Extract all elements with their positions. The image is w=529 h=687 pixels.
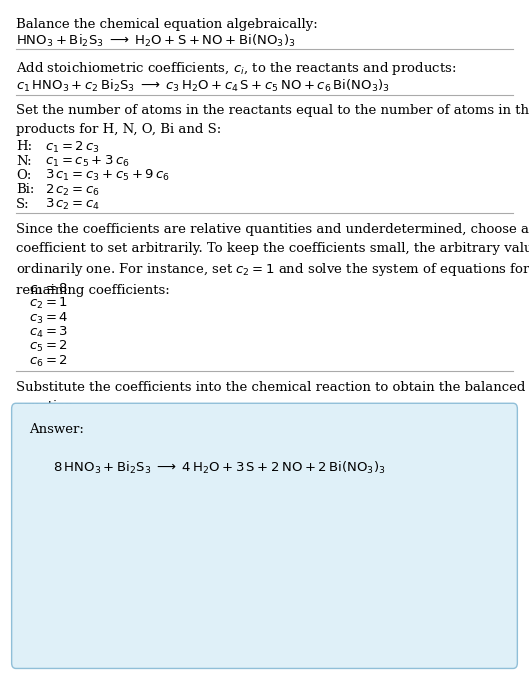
Text: $3\,c_1 = c_3 + c_5 + 9\,c_6$: $3\,c_1 = c_3 + c_5 + 9\,c_6$ [45,168,170,183]
Text: H:: H: [16,140,32,153]
Text: $c_1 = 8$: $c_1 = 8$ [29,282,68,297]
Text: O:: O: [16,169,31,182]
Text: Bi:: Bi: [16,183,34,196]
Text: $c_5 = 2$: $c_5 = 2$ [29,339,68,354]
Text: $c_1 = 2\,c_3$: $c_1 = 2\,c_3$ [45,139,100,155]
Text: S:: S: [16,198,30,211]
Text: $c_3 = 4$: $c_3 = 4$ [29,311,69,326]
Text: $8\,\mathrm{HNO_3} + \mathrm{Bi_2S_3} \;\longrightarrow\; 4\,\mathrm{H_2O} + 3\,: $8\,\mathrm{HNO_3} + \mathrm{Bi_2S_3} \;… [53,460,386,476]
Text: $c_1 = c_5 + 3\,c_6$: $c_1 = c_5 + 3\,c_6$ [45,154,130,169]
Text: N:: N: [16,155,32,168]
Text: Add stoichiometric coefficients, $c_i$, to the reactants and products:: Add stoichiometric coefficients, $c_i$, … [16,60,456,78]
Text: Answer:: Answer: [29,423,84,436]
Text: $c_1\,\mathrm{HNO_3} + c_2\,\mathrm{Bi_2S_3} \;\longrightarrow\; c_3\,\mathrm{H_: $c_1\,\mathrm{HNO_3} + c_2\,\mathrm{Bi_2… [16,78,389,93]
Text: $c_4 = 3$: $c_4 = 3$ [29,325,68,340]
Text: Substitute the coefficients into the chemical reaction to obtain the balanced
eq: Substitute the coefficients into the che… [16,381,525,413]
Text: $3\,c_2 = c_4$: $3\,c_2 = c_4$ [45,197,100,212]
Text: $c_6 = 2$: $c_6 = 2$ [29,354,68,369]
Text: $c_2 = 1$: $c_2 = 1$ [29,296,68,311]
Text: Since the coefficients are relative quantities and underdetermined, choose a
coe: Since the coefficients are relative quan… [16,223,529,297]
Text: Balance the chemical equation algebraically:: Balance the chemical equation algebraica… [16,18,317,31]
FancyBboxPatch shape [12,403,517,668]
Text: Set the number of atoms in the reactants equal to the number of atoms in the
pro: Set the number of atoms in the reactants… [16,104,529,136]
Text: $\mathrm{HNO_3 + Bi_2S_3 \;\longrightarrow\; H_2O + S + NO + Bi(NO_3)_3}$: $\mathrm{HNO_3 + Bi_2S_3 \;\longrightarr… [16,33,296,49]
Text: $2\,c_2 = c_6$: $2\,c_2 = c_6$ [45,183,100,198]
